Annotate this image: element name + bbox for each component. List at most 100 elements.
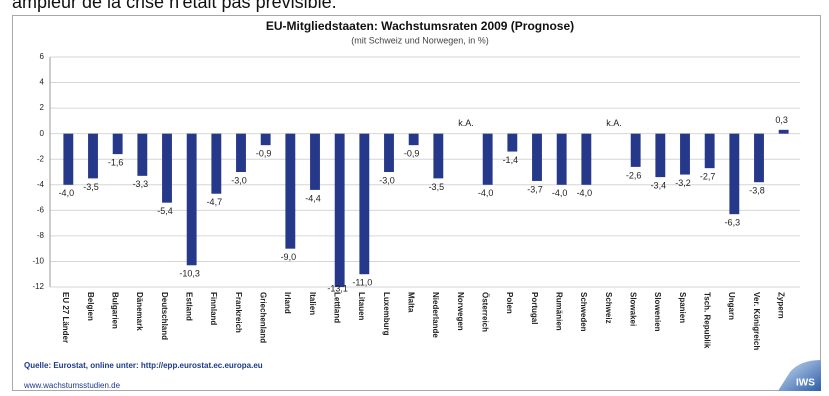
bar [482, 133, 493, 185]
x-tick-label: Dänemark [135, 292, 144, 331]
bar [408, 133, 419, 146]
x-tick-label: Portugal [530, 292, 539, 324]
logo: IWS [796, 378, 815, 389]
x-tick-label: Zypern [777, 292, 786, 319]
x-tick-label: Italien [308, 292, 317, 315]
value-label: -3,5 [83, 182, 99, 192]
x-tick-label: Rumänien [555, 292, 564, 331]
value-label: -3,4 [651, 180, 667, 190]
bar [507, 133, 518, 152]
y-tick-label: -4 [37, 180, 45, 189]
x-tick-label: Luxemburg [382, 292, 391, 336]
y-tick-label: -12 [32, 282, 44, 291]
logo-shape [778, 360, 821, 391]
bar [630, 133, 641, 167]
x-tick-label: Ver. Königreich [752, 292, 761, 350]
value-label: -2,7 [700, 172, 716, 182]
x-tick-label: Bulgarien [111, 292, 120, 329]
y-tick-label: 0 [40, 129, 45, 138]
value-label: -6,3 [725, 218, 741, 228]
bar [384, 133, 394, 172]
value-label: -1,4 [503, 155, 519, 165]
bar [729, 133, 740, 215]
y-tick-label: -2 [37, 154, 45, 163]
bar [236, 133, 246, 172]
bar [162, 133, 172, 203]
bar [186, 133, 197, 266]
value-label: -11,0 [352, 278, 372, 288]
bar [63, 133, 74, 185]
x-tick-label: Österreich [481, 292, 490, 332]
x-tick-label: EU 27 Länder [61, 292, 70, 343]
value-label: -4,0 [552, 188, 568, 198]
value-label: -3,3 [133, 179, 149, 189]
bar [310, 133, 320, 190]
bar [334, 133, 345, 287]
chart-subtitle: (mit Schweiz und Norwegen, in %) [351, 35, 489, 45]
value-label: -4,0 [478, 188, 494, 198]
x-tick-label: Estland [185, 292, 194, 321]
value-label: -1,6 [108, 157, 124, 167]
bar [556, 133, 567, 185]
x-tick-label: Malta [407, 292, 416, 313]
bar [754, 133, 764, 183]
chart-frame [12, 15, 821, 391]
x-tick-label: Deutschland [160, 292, 169, 340]
y-tick-label: -8 [37, 231, 45, 240]
bar [433, 133, 444, 179]
value-label: -0,9 [256, 149, 272, 159]
bar [532, 133, 542, 181]
value-label: -13,1 [327, 283, 348, 293]
x-tick-label: Tsch. Republik [703, 292, 712, 349]
x-tick-label: Belgien [86, 292, 95, 321]
y-tick-label: 2 [40, 103, 45, 112]
bar [137, 133, 148, 176]
value-label: -3,5 [429, 182, 445, 192]
value-label: -4,4 [305, 193, 321, 203]
y-tick-label: 6 [40, 52, 45, 61]
value-label: -10,3 [179, 269, 200, 279]
value-label: -5,4 [157, 206, 173, 216]
bar [112, 133, 123, 155]
bar [88, 133, 98, 179]
y-tick-label: 4 [40, 78, 45, 87]
value-label: -2,6 [626, 170, 642, 180]
website: www.wachstumsstudien.de [23, 381, 121, 390]
bar [359, 133, 370, 275]
value-label: -4,0 [59, 188, 75, 198]
value-label: -3,8 [749, 186, 765, 196]
bar [655, 133, 666, 178]
x-tick-label: Polen [505, 292, 514, 314]
value-label: -4,7 [207, 197, 223, 207]
bar [680, 133, 690, 175]
value-label: k.A. [458, 118, 474, 128]
x-tick-label: Schweden [579, 292, 588, 332]
x-tick-label: Niederlande [431, 292, 440, 338]
x-tick-label: Schweiz [604, 292, 613, 324]
value-label: -3,7 [527, 184, 543, 194]
x-tick-label: Irland [283, 292, 292, 314]
value-label: -3,2 [675, 178, 691, 188]
bars [63, 129, 789, 287]
x-tick-label: Slowenien [653, 292, 662, 332]
x-tick-label: Litauen [357, 292, 366, 321]
bar [285, 133, 296, 249]
x-tick-label: Frankreich [234, 292, 243, 333]
bar [704, 133, 715, 169]
source: Quelle: Eurostat, online unter: http://e… [24, 361, 263, 370]
x-tick-label: Finnland [209, 292, 218, 325]
bar [211, 133, 222, 194]
plot: -12 -10 -8 -6 -4 -2 0 2 4 6 EU 27 Länder -4,0 Belgie… [32, 52, 800, 350]
bar [778, 129, 789, 134]
x-tick-label: Norwegen [456, 292, 465, 331]
value-label: 0,3 [775, 115, 788, 125]
value-label: -4,0 [577, 188, 593, 198]
bar [260, 133, 271, 146]
value-label: -0,9 [404, 149, 420, 159]
value-label: k.A. [606, 118, 622, 128]
x-tick-label: Griechenland [259, 292, 268, 343]
caption: ampleur de la crise n'était pas prévisib… [12, 0, 337, 12]
x-tick-label: Lettland [333, 292, 342, 323]
x-tick-label: Spanien [678, 292, 687, 323]
